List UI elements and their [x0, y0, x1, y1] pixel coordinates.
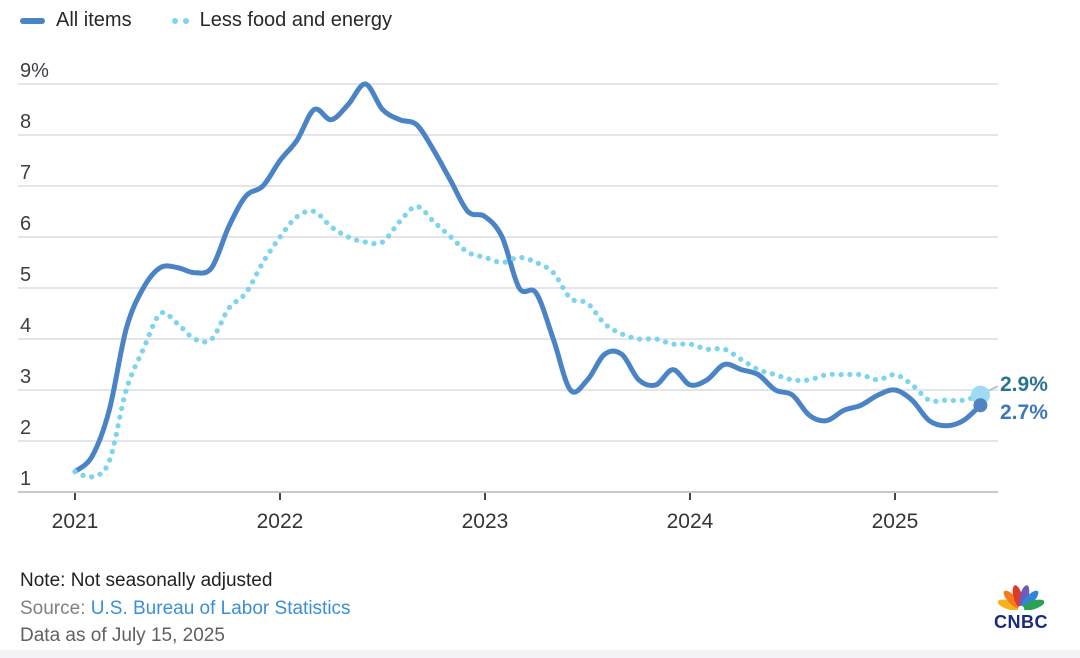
cnbc-logo: CNBC: [992, 580, 1050, 633]
y-axis-label: 4: [20, 315, 31, 337]
x-axis-label: 2021: [52, 510, 99, 533]
cnbc-logo-text: CNBC: [994, 612, 1048, 632]
legend-label-less-food-energy: Less food and energy: [199, 9, 392, 31]
y-axis-label: 6: [20, 213, 31, 235]
all-items-end-value-label: 2.7%: [1000, 401, 1048, 424]
legend-item-less-food-energy[interactable]: Less food and energy: [171, 9, 392, 32]
y-axis-label: 9%: [20, 60, 49, 82]
note-text: Note: Not seasonally adjusted: [20, 570, 273, 591]
x-axis-label: 2024: [667, 510, 714, 533]
chart-footer: Note: Not seasonally adjusted Source: U.…: [20, 567, 351, 650]
source-label: Source:: [20, 597, 91, 619]
y-axis-label: 2: [20, 417, 31, 439]
bottom-strip: [0, 650, 1080, 658]
source-line: Source: U.S. Bureau of Labor Statistics: [20, 595, 351, 623]
core-end-dot: [970, 385, 990, 405]
nbc-peacock-icon: [997, 585, 1045, 613]
y-axis-label: 5: [20, 264, 31, 286]
x-axis-label: 2022: [257, 510, 304, 533]
data-as-of-text: Data as of July 15, 2025: [20, 625, 225, 646]
core-dotted-swatch-icon: [171, 17, 189, 24]
all-items-line-swatch-icon: [20, 17, 45, 24]
peacock-feather: [997, 599, 1020, 611]
x-axis-label: 2023: [462, 510, 509, 533]
core-end-value-label: 2.9%: [1000, 373, 1048, 396]
y-axis-label: 7: [20, 162, 31, 184]
legend-item-all-items[interactable]: All items: [20, 9, 132, 32]
legend-label-all-items: All items: [56, 9, 132, 31]
all-items-end-dot: [973, 398, 988, 413]
less-food-energy-dotted-line: [72, 203, 983, 480]
end-label-leader-line: [987, 385, 999, 392]
all-items-line: [72, 81, 983, 475]
source-link[interactable]: U.S. Bureau of Labor Statistics: [90, 597, 351, 619]
x-axis-label: 2025: [872, 510, 919, 533]
peacock-feather: [1022, 599, 1045, 611]
legend: All items Less food and energy: [20, 9, 392, 32]
y-axis-label: 1: [20, 468, 31, 490]
y-axis-label: 3: [20, 366, 31, 388]
y-axis-label: 8: [20, 111, 31, 133]
